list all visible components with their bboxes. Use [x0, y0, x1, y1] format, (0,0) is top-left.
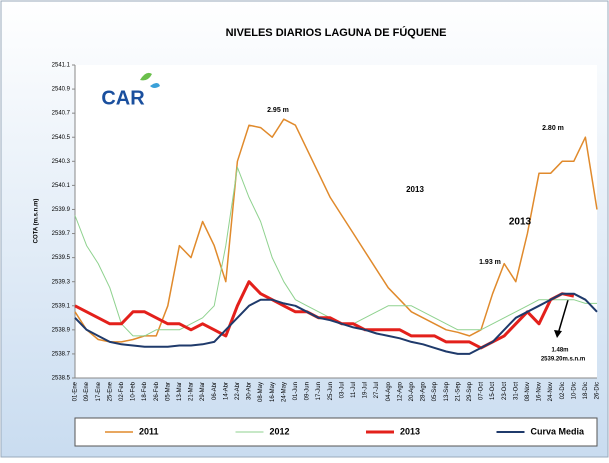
annotation: 2.95 m — [267, 107, 289, 114]
x-tick-label: 21-Sep — [455, 381, 461, 401]
x-tick-label: 25-Jun — [328, 382, 334, 400]
x-tick-label: 10-Feb — [131, 381, 137, 401]
x-tick-label: 08-May — [258, 382, 264, 402]
y-tick-label: 2540.3 — [52, 159, 71, 165]
annotation: 2013 — [509, 217, 532, 228]
annotation: 1.93 m — [479, 259, 501, 266]
y-axis-label: COTA (m.s.n.m) — [34, 199, 40, 244]
x-tick-label: 13-Mar — [177, 382, 183, 401]
annotation: 2539.20m.s.n.m — [541, 357, 585, 363]
x-tick-label: 29-Mar — [200, 382, 206, 401]
chart-title: NIVELES DIARIOS LAGUNA DE FÚQUENE — [226, 26, 447, 39]
x-tick-label: 19-Jul — [363, 382, 369, 398]
x-tick-label: 01-Ene — [73, 381, 79, 401]
annotation: 2013 — [406, 185, 424, 194]
x-tick-label: 01-Jun — [293, 382, 299, 400]
x-tick-label: 15-Oct — [490, 382, 496, 400]
logo: CAR — [101, 87, 145, 109]
x-tick-label: 12-Ago — [397, 381, 403, 401]
x-tick-label: 06-Abr — [212, 382, 218, 400]
x-tick-label: 10-Dic — [571, 382, 577, 399]
y-tick-label: 2540.9 — [52, 87, 71, 93]
arrow — [557, 299, 569, 335]
y-tick-label: 2539.3 — [52, 279, 71, 285]
x-tick-label: 28-Ago — [421, 381, 427, 401]
logo-leaf — [150, 83, 160, 88]
y-tick-label: 2538.9 — [52, 327, 71, 333]
x-tick-label: 02-Dic — [560, 382, 566, 399]
annotation: 2.80 m — [542, 125, 564, 132]
x-tick-label: 30-Abr — [247, 382, 253, 400]
y-tick-label: 2539.7 — [52, 231, 71, 237]
y-tick-label: 2539.5 — [52, 255, 71, 261]
x-tick-label: 20-Ago — [409, 381, 415, 401]
x-tick-label: 27-Jul — [374, 382, 380, 398]
y-tick-label: 2541.1 — [52, 63, 71, 69]
x-tick-label: 13-Sep — [444, 381, 450, 401]
x-tick-label: 26-Dic — [595, 382, 601, 399]
x-tick-label: 03-Jul — [339, 382, 345, 398]
x-tick-label: 24-Nov — [548, 382, 554, 401]
plot-area — [75, 65, 597, 378]
x-tick-label: 04-Ago — [386, 381, 392, 401]
x-tick-label: 14-Abr — [223, 382, 229, 400]
x-tick-label: 21-Mar — [189, 382, 195, 401]
legend-label: Curva Media — [531, 426, 586, 436]
x-tick-label: 17-Jun — [316, 382, 322, 400]
legend-label: 2013 — [400, 426, 420, 436]
x-tick-label: 22-Abr — [235, 382, 241, 400]
x-tick-label: 17-Ene — [96, 381, 102, 401]
annotation: 1.48m — [551, 348, 568, 354]
y-tick-label: 2540.7 — [52, 111, 71, 117]
y-tick-label: 2538.5 — [52, 376, 71, 382]
logo-leaf — [140, 72, 152, 81]
y-tick-label: 2538.7 — [52, 352, 71, 358]
arrow-head — [554, 330, 562, 338]
x-tick-label: 05-Mar — [165, 382, 171, 401]
x-tick-label: 24-May — [281, 382, 287, 402]
x-tick-label: 11-Jul — [351, 382, 357, 398]
x-tick-label: 08-Nov — [525, 382, 531, 401]
x-tick-label: 23-Oct — [502, 382, 508, 400]
x-tick-label: 18-Feb — [142, 381, 148, 401]
x-tick-label: 09-Jun — [305, 382, 311, 400]
x-tick-label: 05-Sep — [432, 381, 438, 401]
x-tick-label: 25-Ene — [107, 381, 113, 401]
x-tick-label: 31-Oct — [513, 382, 519, 400]
y-tick-label: 2540.5 — [52, 135, 71, 141]
x-tick-label: 18-Dic — [583, 382, 589, 399]
x-tick-label: 16-Nov — [537, 382, 543, 401]
series-line — [74, 292, 598, 355]
y-tick-label: 2539.1 — [52, 303, 71, 309]
x-tick-label: 29-Sep — [467, 381, 473, 401]
x-tick-label: 09-Ene — [84, 381, 90, 401]
legend-label: 2012 — [270, 426, 290, 436]
x-tick-label: 02-Feb — [119, 381, 125, 401]
x-tick-label: 26-Feb — [154, 381, 160, 401]
x-tick-label: 16-May — [270, 382, 276, 402]
y-tick-label: 2540.1 — [52, 183, 71, 189]
x-tick-label: 07-Oct — [479, 382, 485, 400]
y-tick-label: 2539.9 — [52, 207, 71, 213]
legend-label: 2011 — [139, 426, 159, 436]
